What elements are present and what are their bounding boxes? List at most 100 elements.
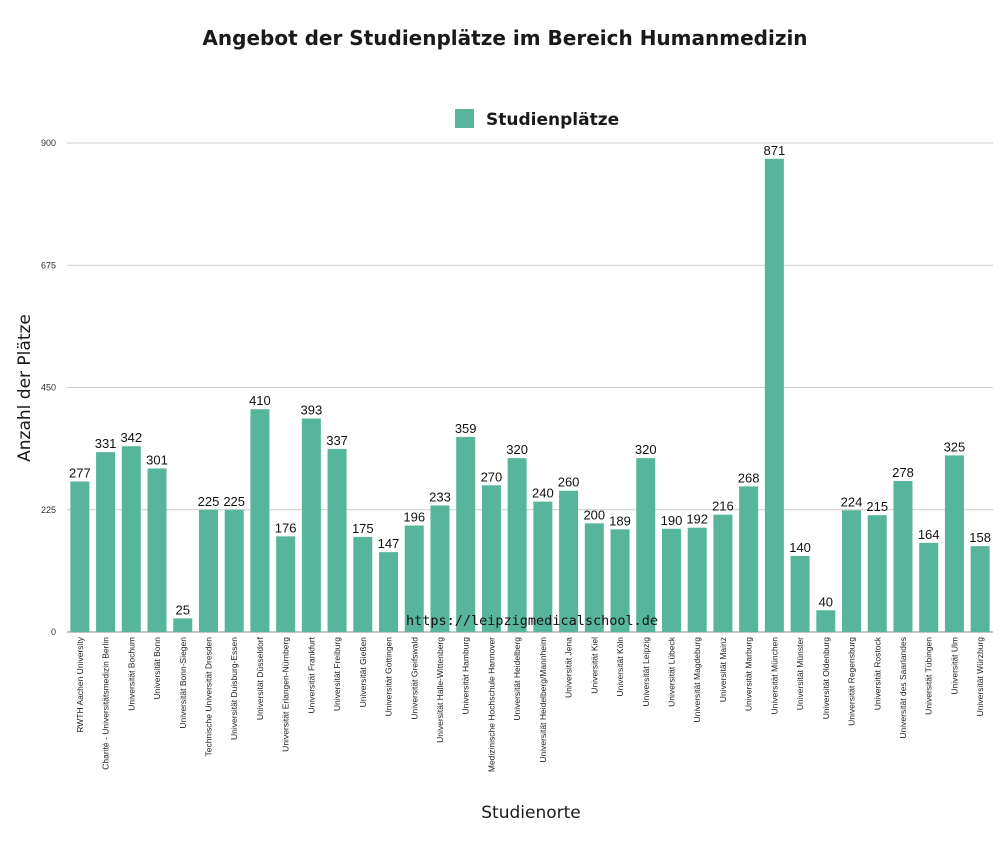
- bar: [70, 481, 90, 632]
- data-label: 320: [506, 442, 528, 457]
- bar: [533, 501, 553, 632]
- legend: Studienplätze: [455, 109, 619, 130]
- bar: [96, 452, 116, 632]
- x-tick-label: Universität Lübeck: [666, 636, 676, 707]
- x-tick-label: Universität München: [769, 637, 779, 715]
- x-tick-label: Universität Oldenburg: [821, 637, 831, 719]
- data-label: 233: [429, 489, 451, 504]
- bar: [353, 536, 373, 632]
- bar: [661, 528, 681, 632]
- bar: [198, 509, 218, 632]
- y-tick-label: 0: [51, 627, 56, 637]
- data-label: 176: [275, 520, 297, 535]
- y-tick-label: 450: [41, 383, 56, 393]
- x-tick-label: Universität Freiburg: [332, 637, 342, 711]
- x-tick-label: Universität Ulm: [949, 637, 959, 695]
- bar: [636, 458, 656, 632]
- x-tick-label: Universität Tübingen: [924, 637, 934, 715]
- data-label: 192: [686, 512, 708, 527]
- x-tick-label: Universität Magdeburg: [692, 637, 702, 723]
- bar: [842, 510, 862, 632]
- x-tick-label: Universität Greifswald: [409, 637, 419, 720]
- data-label: 359: [455, 421, 477, 436]
- bar: [276, 536, 296, 632]
- legend-label: Studienplätze: [486, 110, 619, 130]
- bar: [584, 523, 604, 632]
- data-label: 224: [841, 494, 863, 509]
- x-tick-label: Universität Jena: [564, 637, 574, 698]
- data-label: 225: [198, 494, 220, 509]
- y-tick-label: 900: [41, 138, 56, 148]
- x-axis-ticks: RWTH Aachen University Charité - Universi…: [75, 636, 985, 772]
- bar: [121, 446, 141, 632]
- bar: [816, 610, 836, 632]
- bar: [404, 525, 424, 632]
- data-label: 225: [223, 494, 245, 509]
- data-label: 158: [969, 530, 991, 545]
- bar: [970, 546, 990, 632]
- legend-swatch: [455, 109, 474, 128]
- bar: [327, 448, 347, 632]
- x-tick-label: Universität Kiel: [589, 637, 599, 694]
- x-tick-label: Universität Mainz: [718, 637, 728, 702]
- x-tick-label: RWTH Aachen University: [75, 636, 85, 732]
- x-tick-label: Medizinische Hochschule Hannover: [486, 637, 496, 772]
- data-label: 277: [69, 465, 91, 480]
- x-tick-label: Universität Halle-Wittenberg: [435, 637, 445, 743]
- x-tick-label: Charité - Universitätsmedizin Berlin: [101, 637, 111, 770]
- x-tick-label: Universität Heidelberg/Mannheim: [538, 637, 548, 763]
- data-label: 278: [892, 465, 914, 480]
- x-tick-label: Universität Köln: [615, 637, 625, 697]
- bar: [610, 529, 630, 632]
- watermark-text: https://leipzigmedicalschool.de: [406, 613, 658, 629]
- x-tick-label: Universität Hamburg: [461, 637, 471, 715]
- bar: [559, 490, 579, 632]
- bars: [70, 158, 990, 633]
- bar: [944, 455, 964, 632]
- chart-title: Angebot der Studienplätze im Bereich Hum…: [202, 26, 807, 50]
- data-label: 164: [918, 527, 940, 542]
- x-tick-label: Universität Gießen: [358, 637, 368, 708]
- data-label: 190: [661, 513, 683, 528]
- x-tick-label: Universität Marburg: [744, 637, 754, 711]
- data-label: 331: [95, 436, 117, 451]
- bar: [867, 515, 887, 632]
- bar: [739, 486, 759, 632]
- data-label: 320: [635, 442, 657, 457]
- data-label: 240: [532, 486, 554, 501]
- bar: [507, 458, 527, 632]
- bar: [764, 158, 784, 633]
- data-label: 196: [403, 510, 425, 525]
- bar: [250, 409, 270, 632]
- data-label: 325: [944, 439, 966, 454]
- bar: [713, 514, 733, 632]
- x-tick-label: Universität Würzburg: [975, 637, 985, 717]
- x-tick-label: Universität Bonn-Siegen: [178, 637, 188, 729]
- bar: [790, 555, 810, 632]
- x-tick-label: Universität Göttingen: [384, 637, 394, 717]
- data-label: 342: [120, 430, 142, 445]
- bar: [301, 418, 321, 632]
- data-label: 260: [558, 475, 580, 490]
- data-label: 189: [609, 513, 631, 528]
- data-label: 393: [301, 402, 323, 417]
- bar: [430, 505, 450, 632]
- x-tick-label: Universität Leipzig: [641, 637, 651, 707]
- x-tick-label: Universität Düsseldorf: [255, 636, 265, 720]
- data-label: 301: [146, 452, 168, 467]
- y-tick-label: 225: [41, 505, 56, 515]
- x-tick-label: Universität Duisburg-Essen: [229, 637, 239, 740]
- bar: [456, 436, 476, 632]
- y-axis-ticks: 0 225 450 675 900: [41, 138, 56, 637]
- data-label: 337: [326, 433, 348, 448]
- x-tick-label: Universität Rostock: [872, 636, 882, 710]
- bar: [379, 552, 399, 632]
- x-tick-label: Universität Regensburg: [847, 637, 857, 726]
- bar: [173, 618, 193, 632]
- data-label: 140: [789, 540, 811, 555]
- data-label: 200: [583, 507, 605, 522]
- x-axis-title: Studienorte: [481, 803, 581, 823]
- bar: [224, 509, 244, 632]
